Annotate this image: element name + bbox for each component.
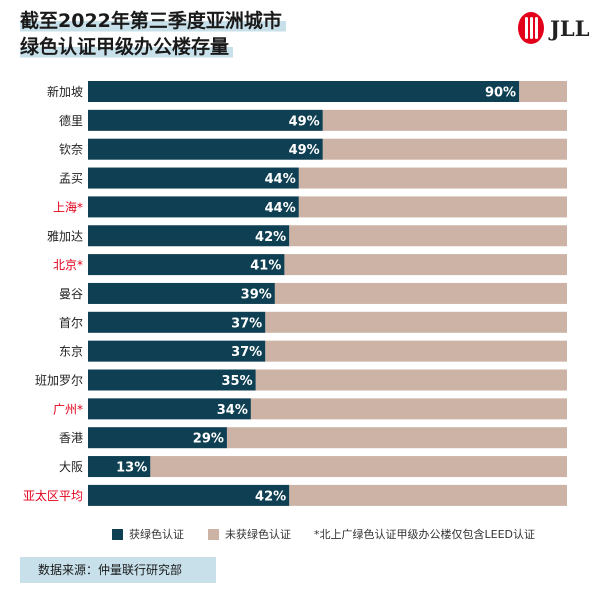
category-label: 雅加达 xyxy=(47,228,83,243)
category-label: 上海* xyxy=(53,199,83,214)
jll-logo-mark xyxy=(518,12,544,44)
bar-certified-row-9 xyxy=(88,340,266,362)
category-label: 广州* xyxy=(53,402,83,416)
category-label: 香港 xyxy=(59,431,83,445)
legend-item-certified: 获绿色认证 xyxy=(112,526,184,542)
legend-swatch-uncertified xyxy=(208,528,219,540)
bar-certified-row-4 xyxy=(88,196,299,218)
bar-uncertified-row-0 xyxy=(519,81,567,102)
bar-uncertified-row-7 xyxy=(274,282,567,304)
data-label: 49% xyxy=(289,114,320,129)
data-label: 34% xyxy=(217,403,248,418)
bar-certified-row-2 xyxy=(88,138,323,160)
data-label: 41% xyxy=(250,259,281,274)
data-label: 44% xyxy=(265,172,296,187)
chart-title: 截至2022年第三季度亚洲城市 绿色认证甲级办公楼存量 xyxy=(20,8,286,60)
category-label: 新加坡 xyxy=(47,84,83,99)
bar-chart: 新加坡 90% 德里 49% 钦奈 49% 孟买 44% 上海* 44% 雅加达 42% 北京* 41% 曼… xyxy=(23,81,568,506)
category-label: 首尔 xyxy=(59,315,83,330)
legend-note: *北上广绿色认证甲级办公楼仅包含LEED认证 xyxy=(314,528,535,541)
category-label: 北京* xyxy=(53,258,83,272)
bar-uncertified-row-13 xyxy=(150,456,567,478)
bar-uncertified-row-11 xyxy=(250,398,568,420)
data-label: 42% xyxy=(255,230,286,245)
data-label: 49% xyxy=(289,143,320,158)
category-label: 亚太区平均 xyxy=(23,488,83,503)
category-label: 曼谷 xyxy=(59,287,83,301)
category-label: 东京 xyxy=(59,345,83,359)
legend-item-uncertified: 未获绿色认证 xyxy=(208,526,291,542)
legend-label-uncertified: 未获绿色认证 xyxy=(225,528,291,541)
category-label: 德里 xyxy=(59,113,83,128)
bar-uncertified-row-14 xyxy=(289,484,567,506)
bar-certified-row-3 xyxy=(88,167,299,189)
bar-certified-row-5 xyxy=(88,225,290,247)
category-label: 班加罗尔 xyxy=(35,373,83,388)
jll-logo: JLL xyxy=(516,12,590,46)
data-label: 90% xyxy=(485,86,516,101)
bar-uncertified-row-5 xyxy=(289,225,567,247)
bar-uncertified-row-8 xyxy=(265,311,567,333)
bar-certified-row-10 xyxy=(88,369,256,391)
bar-certified-row-7 xyxy=(88,282,275,304)
bar-uncertified-row-9 xyxy=(265,340,567,362)
data-label: 44% xyxy=(265,201,296,216)
bar-certified-row-1 xyxy=(88,109,323,131)
data-label: 42% xyxy=(255,489,286,504)
jll-logo-text: JLL xyxy=(550,16,590,41)
source-note: 数据来源：仲量联行研究部 xyxy=(20,557,216,583)
data-label: 35% xyxy=(222,374,253,389)
bar-uncertified-row-4 xyxy=(298,196,567,218)
legend-swatch-certified xyxy=(112,528,123,540)
bar-certified-row-14 xyxy=(88,484,290,506)
bar-uncertified-row-2 xyxy=(322,138,567,160)
category-label: 钦奈 xyxy=(59,143,83,157)
data-label: 37% xyxy=(231,345,262,360)
bar-uncertified-row-1 xyxy=(322,109,567,131)
bar-certified-row-8 xyxy=(88,311,266,333)
bar-certified-row-11 xyxy=(88,398,251,420)
legend-label-certified: 获绿色认证 xyxy=(129,528,184,541)
data-label: 13% xyxy=(116,461,147,476)
data-label: 29% xyxy=(193,432,224,447)
bar-certified-row-6 xyxy=(88,254,285,276)
category-label: 大阪 xyxy=(59,460,83,474)
bar-certified-row-13 xyxy=(88,456,151,478)
category-label: 孟买 xyxy=(59,172,83,186)
title-line-2: 绿色认证甲级办公楼存量 xyxy=(20,34,234,60)
title-line-1: 截至2022年第三季度亚洲城市 xyxy=(20,8,286,34)
bar-uncertified-row-6 xyxy=(284,254,567,276)
bar-certified-row-12 xyxy=(88,427,227,449)
data-label: 37% xyxy=(231,316,262,331)
bar-certified-row-0 xyxy=(88,81,520,102)
bar-uncertified-row-10 xyxy=(255,369,567,391)
data-label: 39% xyxy=(241,287,272,302)
bar-uncertified-row-12 xyxy=(226,427,567,449)
bar-uncertified-row-3 xyxy=(298,167,567,189)
